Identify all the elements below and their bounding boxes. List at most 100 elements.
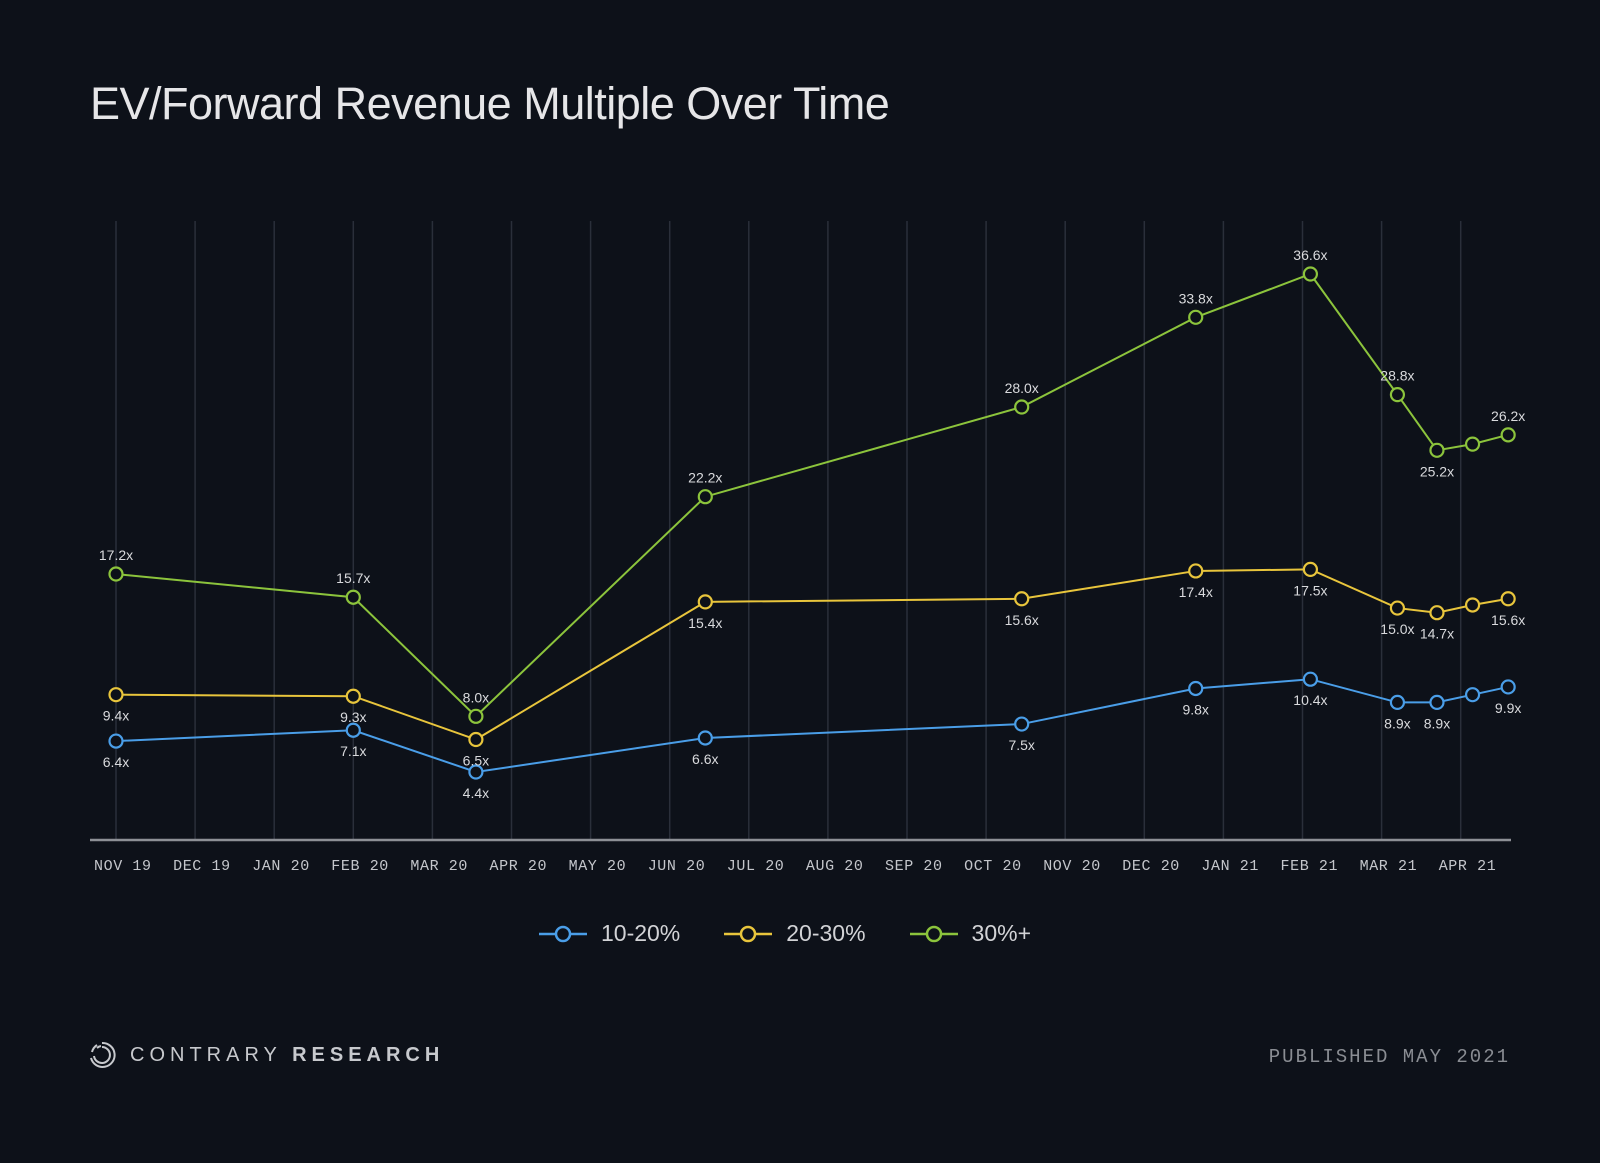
data-label: 9.8x <box>1182 701 1208 717</box>
data-point[interactable] <box>108 566 124 582</box>
data-point[interactable] <box>1188 563 1204 579</box>
data-point[interactable] <box>1014 399 1030 415</box>
brand-logo: CONTRARY RESEARCH <box>88 1040 444 1070</box>
data-labels: 6.4x 7.1x 4.4x 6.6x 7.5x 9.8x 10.4x 8.9x 8.9x 9.9… <box>99 247 1525 801</box>
contrary-logo-icon <box>90 1041 116 1068</box>
data-point[interactable] <box>468 731 484 748</box>
data-point[interactable] <box>1389 600 1406 616</box>
data-point[interactable] <box>1389 387 1406 403</box>
x-tick-label: MAR 20 <box>410 858 468 875</box>
data-label: 6.6x <box>692 751 718 767</box>
gridlines <box>115 221 1462 840</box>
data-label: 15.6x <box>1005 612 1039 628</box>
data-label: 26.2x <box>1491 408 1525 424</box>
data-label: 9.9x <box>1495 700 1521 716</box>
data-label: 22.2x <box>688 470 722 486</box>
brand-light: CONTRARY <box>130 1043 282 1066</box>
x-tick-label: FEB 21 <box>1281 858 1339 875</box>
data-label: 8.9x <box>1424 715 1450 731</box>
data-label: 7.5x <box>1008 737 1034 753</box>
data-label: 15.0x <box>1380 621 1414 637</box>
x-tick-label: APR 20 <box>490 858 548 875</box>
data-label: 17.4x <box>1179 584 1213 600</box>
legend-label: 20-30% <box>786 920 866 946</box>
data-label: 7.1x <box>340 743 366 759</box>
published-date: PUBLISHED MAY 2021 <box>1268 1046 1510 1068</box>
x-tick-label: NOV 20 <box>1043 858 1101 875</box>
legend-item-10-20[interactable]: 10-20% <box>538 920 681 947</box>
data-point[interactable] <box>697 489 713 505</box>
data-point[interactable] <box>1014 591 1030 607</box>
legend: 10-20% 20-30% 30%+ <box>0 920 1585 947</box>
data-point[interactable] <box>1302 671 1319 687</box>
x-tick-label: AUG 20 <box>806 858 864 875</box>
series-30%+ <box>108 266 1516 724</box>
legend-marker-icon <box>724 925 773 942</box>
data-point[interactable] <box>468 708 484 724</box>
data-label: 9.4x <box>103 708 129 724</box>
x-tick-label: FEB 20 <box>331 858 389 875</box>
data-point[interactable] <box>1429 605 1445 621</box>
data-point[interactable] <box>468 764 484 780</box>
x-tick-label: APR 21 <box>1439 858 1497 875</box>
x-tick-label: OCT 20 <box>964 858 1022 875</box>
series-10-20% <box>108 671 1516 780</box>
legend-marker-icon <box>538 925 587 942</box>
x-tick-label: DEC 20 <box>1122 858 1180 875</box>
x-tick-label: JAN 21 <box>1201 858 1259 875</box>
data-point[interactable] <box>697 730 713 746</box>
x-tick-label: NOV 19 <box>94 858 152 875</box>
data-label: 33.8x <box>1179 290 1213 306</box>
data-point[interactable] <box>345 589 361 605</box>
x-tick-label: MAR 21 <box>1360 858 1418 875</box>
data-label: 28.0x <box>1005 380 1039 396</box>
data-label: 15.6x <box>1491 612 1525 628</box>
x-tick-label: DEC 19 <box>173 858 231 875</box>
data-point[interactable] <box>108 687 124 703</box>
data-label: 28.8x <box>1380 368 1414 384</box>
legend-label: 10-20% <box>600 920 681 946</box>
data-point[interactable] <box>1302 266 1319 282</box>
x-tick-label: JAN 20 <box>252 858 310 875</box>
data-label: 14.7x <box>1420 626 1454 642</box>
data-label: 17.2x <box>99 547 133 563</box>
data-label: 36.6x <box>1293 247 1327 263</box>
chart-title: EV/Forward Revenue Multiple Over Time <box>90 78 890 129</box>
data-point[interactable] <box>1188 680 1204 697</box>
x-tick-label: JUN 20 <box>648 858 706 875</box>
data-point[interactable] <box>1429 442 1445 458</box>
data-point[interactable] <box>1500 427 1516 443</box>
data-label: 6.4x <box>103 754 129 770</box>
data-point[interactable] <box>1500 591 1516 607</box>
data-label: 10.4x <box>1293 692 1327 708</box>
data-point[interactable] <box>345 722 361 738</box>
series-group <box>108 266 1516 780</box>
data-point[interactable] <box>697 594 713 610</box>
data-label: 8.9x <box>1384 715 1410 731</box>
x-axis-ticks: NOV 19 DEC 19 JAN 20 FEB 20 MAR 20 APR 20 MAY … <box>94 858 1496 875</box>
data-label: 25.2x <box>1420 463 1454 479</box>
data-label: 15.7x <box>336 570 370 586</box>
data-point[interactable] <box>108 733 124 749</box>
data-point[interactable] <box>1389 694 1406 711</box>
data-label: 6.5x <box>463 753 489 769</box>
data-point[interactable] <box>1429 694 1445 711</box>
data-label: 4.4x <box>463 785 489 801</box>
series-line <box>115 272 1509 718</box>
legend-item-30-plus[interactable]: 30%+ <box>909 920 1031 947</box>
brand-name: CONTRARY RESEARCH <box>130 1044 444 1067</box>
data-point[interactable] <box>1302 561 1319 577</box>
data-point[interactable] <box>1464 436 1481 452</box>
data-point[interactable] <box>1464 687 1481 703</box>
data-point[interactable] <box>1464 597 1481 613</box>
legend-marker-icon <box>909 925 958 942</box>
data-point[interactable] <box>1014 716 1030 732</box>
data-label: 15.4x <box>688 615 722 631</box>
data-point[interactable] <box>1188 309 1204 325</box>
series-20-30% <box>108 561 1516 748</box>
data-point[interactable] <box>1500 679 1516 695</box>
data-point[interactable] <box>345 688 361 704</box>
x-tick-label: MAY 20 <box>569 858 627 875</box>
x-tick-label: JUL 20 <box>727 858 785 875</box>
legend-item-20-30[interactable]: 20-30% <box>724 920 866 947</box>
